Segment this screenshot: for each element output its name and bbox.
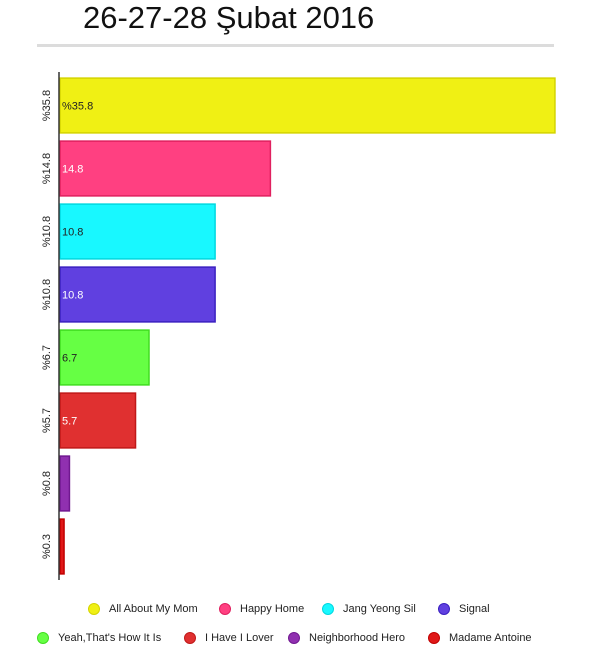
legend-label: Happy Home	[240, 603, 305, 615]
bar-chart: %35.8 %35.8 14.8 %14.8 10.8 %10.8 10.8 %10.8 6.7…	[41, 72, 556, 585]
bar	[59, 392, 137, 449]
data-label: 10.8	[62, 227, 83, 239]
legend-swatch-icon	[428, 632, 440, 644]
bar	[59, 518, 65, 575]
category-label: %6.7	[41, 345, 53, 370]
legend-item[interactable]: I Have I Lover	[184, 632, 273, 644]
bar	[59, 329, 150, 386]
x-tick-label: 5	[123, 584, 129, 585]
legend-item[interactable]: Happy Home	[219, 603, 304, 615]
bar	[59, 203, 216, 260]
legend-label: All About My Mom	[109, 603, 198, 615]
legend-swatch-icon	[88, 603, 100, 615]
x-tick-label: 20	[323, 584, 335, 585]
category-label: %14.8	[41, 153, 53, 184]
legend-item[interactable]: Madame Antoine	[428, 632, 532, 644]
x-tick-label: 35	[525, 584, 537, 585]
x-tick-label: 0	[48, 584, 54, 585]
category-label: %35.8	[41, 90, 53, 121]
chart-title: 26-27-28 Şubat 2016	[83, 0, 375, 35]
category-label: %10.8	[41, 216, 53, 247]
legend-swatch-icon	[37, 632, 49, 644]
legend-item[interactable]: Neighborhood Hero	[288, 632, 405, 644]
x-tick-label: 30	[457, 584, 469, 585]
legend-label: Jang Yeong Sil	[343, 603, 416, 615]
bar	[59, 266, 216, 323]
bar	[59, 455, 71, 512]
legend-item[interactable]: Signal	[438, 603, 490, 615]
legend-swatch-icon	[219, 603, 231, 615]
data-label: %35.8	[62, 101, 93, 113]
title-divider	[37, 44, 554, 47]
legend-swatch-icon	[184, 632, 196, 644]
legend-swatch-icon	[438, 603, 450, 615]
data-label: 5.7	[62, 416, 77, 428]
legend-label: Neighborhood Hero	[309, 632, 406, 644]
legend-label: Madame Antoine	[449, 632, 532, 644]
legend-swatch-icon	[288, 632, 300, 644]
legend-item[interactable]: Jang Yeong Sil	[322, 603, 416, 615]
category-label: %5.7	[41, 408, 53, 433]
bar	[59, 77, 556, 134]
legend-swatch-icon	[322, 603, 334, 615]
category-label: %0.8	[41, 471, 53, 496]
category-label: %10.8	[41, 279, 53, 310]
legend-label: I Have I Lover	[205, 632, 274, 644]
bar	[59, 140, 272, 197]
x-tick-label: 25	[390, 584, 402, 585]
x-tick-label: 15	[255, 584, 267, 585]
legend-label: Signal	[459, 603, 490, 615]
legend-label: Yeah,That's How It Is	[58, 632, 162, 644]
legend-item[interactable]: All About My Mom	[88, 603, 198, 615]
data-label: 6.7	[62, 353, 77, 365]
x-tick-label: 10	[188, 584, 200, 585]
category-label: %0.3	[41, 534, 53, 559]
legend-item[interactable]: Yeah,That's How It Is	[37, 632, 161, 644]
data-label: 10.8	[62, 290, 83, 302]
data-label: 14.8	[62, 164, 83, 176]
